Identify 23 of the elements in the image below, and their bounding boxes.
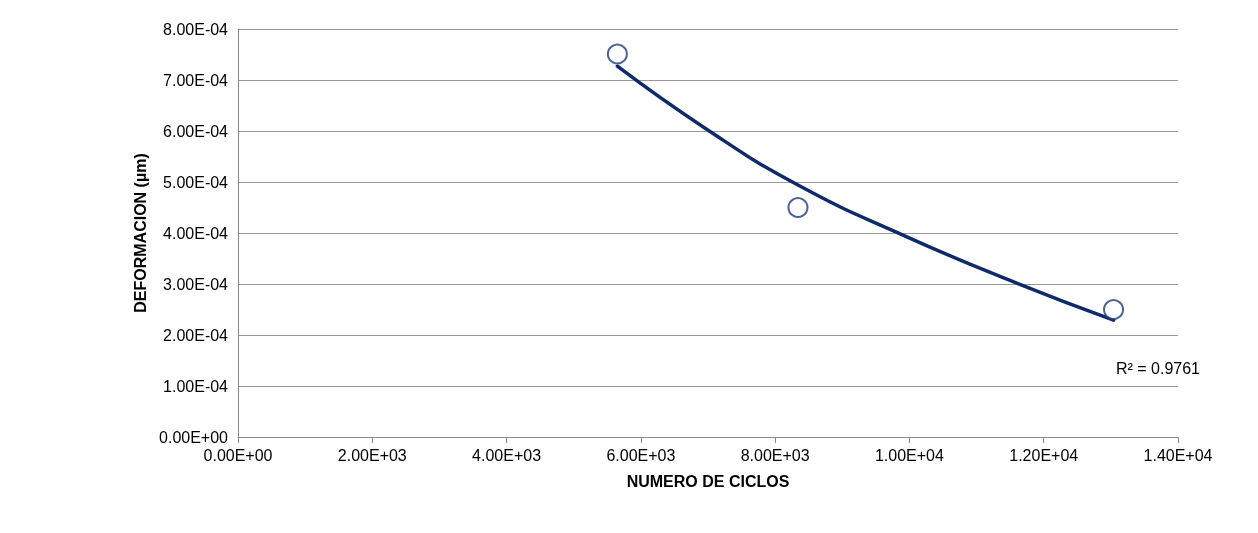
y-tick-label: 7.00E-04 <box>163 71 229 89</box>
y-tick-label: 0.00E+00 <box>159 428 229 446</box>
y-tick-label: 2.00E-04 <box>163 326 229 344</box>
y-tick-label: 8.00E-04 <box>163 20 229 38</box>
x-axis-title: NUMERO DE CICLOS <box>626 472 790 490</box>
y-axis-title: DEFORMACION (µm) <box>131 153 149 313</box>
y-tick-label: 3.00E-04 <box>163 275 229 293</box>
annotation: R² = 0.9761 <box>1115 359 1201 377</box>
x-tick-label: 0.00E+00 <box>203 446 273 464</box>
y-tick-label: 6.00E-04 <box>163 122 229 140</box>
x-tick-label: 1.00E+04 <box>874 446 945 464</box>
x-tick-label: 6.00E+03 <box>606 446 676 464</box>
point <box>606 43 628 65</box>
x-tick-label: 8.00E+03 <box>740 446 810 464</box>
x-tick-label: 4.00E+03 <box>472 446 542 464</box>
x-tick-label: 2.00E+03 <box>337 446 407 464</box>
y-tick-label: 4.00E-04 <box>163 224 229 242</box>
point <box>787 197 809 218</box>
y-tick-label: 1.00E-04 <box>163 377 229 395</box>
y-tick-label: 5.00E-04 <box>163 173 229 191</box>
x-tick-label: 1.40E+04 <box>1143 446 1213 464</box>
point <box>1103 299 1125 320</box>
x-tick-label: 1.20E+04 <box>1009 446 1079 464</box>
